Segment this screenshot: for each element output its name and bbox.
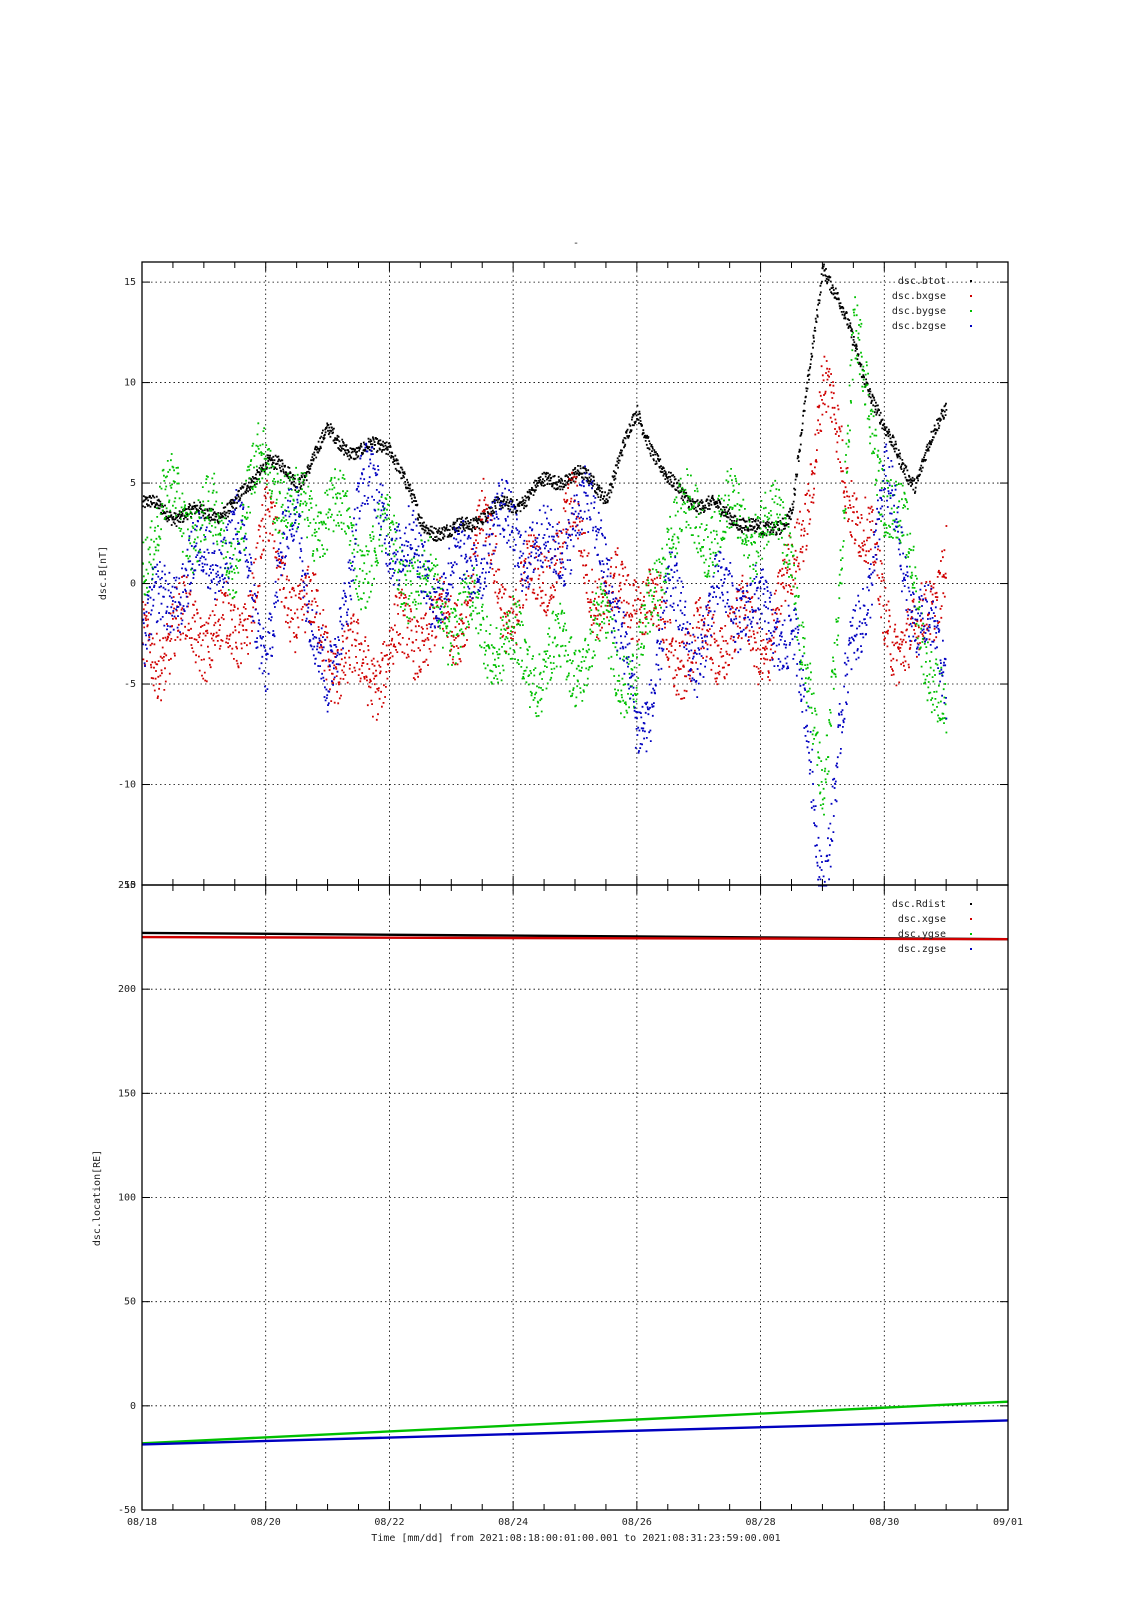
y-tick-label: -50 bbox=[118, 1505, 136, 1516]
legend-label: dsc.bygse bbox=[892, 306, 946, 317]
location-panel: 250 200 150 100 50 0 -50 08/18 08/20 08/22 08/24 0… bbox=[92, 876, 1023, 1544]
legend-marker bbox=[970, 918, 972, 920]
magnetic-field-data bbox=[141, 263, 948, 887]
y-tick-label: 10 bbox=[124, 378, 136, 389]
legend-label: dsc.ygse bbox=[898, 929, 946, 940]
series-points bbox=[141, 263, 948, 542]
series-dsc.zgse bbox=[141, 1419, 1009, 1446]
y-tick-label: 250 bbox=[118, 880, 136, 891]
legend-marker bbox=[970, 325, 972, 327]
series-points bbox=[141, 442, 948, 887]
y-tick-label: 15 bbox=[124, 277, 136, 288]
legend-marker bbox=[970, 903, 972, 905]
legend-label: dsc.bzgse bbox=[892, 321, 946, 332]
magnetic-field-frame bbox=[141, 261, 1009, 886]
chart-title: - bbox=[573, 238, 579, 249]
legend-label: dsc.zgse bbox=[898, 944, 946, 955]
x-tick-label: 08/28 bbox=[746, 1517, 776, 1528]
y-tick-label: 100 bbox=[118, 1193, 136, 1204]
x-tick-label: 08/30 bbox=[869, 1517, 899, 1528]
series-dsc.xgse bbox=[141, 935, 1009, 941]
y-tick-label: -10 bbox=[118, 780, 136, 791]
x-tick-label: 08/22 bbox=[374, 1517, 404, 1528]
x-tick-label: 08/20 bbox=[251, 1517, 281, 1528]
location-ylabel: dsc.location[RE] bbox=[92, 1150, 103, 1246]
legend-marker bbox=[970, 310, 972, 312]
series-dsc.ygse bbox=[141, 1400, 1009, 1445]
y-tick-label: 0 bbox=[130, 1401, 136, 1412]
x-tick-label: 08/18 bbox=[127, 1517, 157, 1528]
legend-marker bbox=[970, 295, 972, 297]
series-dsc.bygse bbox=[141, 296, 948, 816]
y-tick-label: 50 bbox=[124, 1297, 136, 1308]
x-tick-label: 09/01 bbox=[993, 1517, 1023, 1528]
magnetic-field-panel: 15 10 5 0 -5 -10 -15 dsc.B[nT] dsc.btot dsc.bxg… bbox=[98, 261, 1009, 891]
y-tick-label: 0 bbox=[130, 579, 136, 590]
x-tick-label: 08/26 bbox=[622, 1517, 652, 1528]
magnetic-field-ylabel: dsc.B[nT] bbox=[98, 546, 109, 600]
y-tick-label: 5 bbox=[130, 478, 136, 489]
y-tick-label: 200 bbox=[118, 984, 136, 995]
legend-label: dsc.xgse bbox=[898, 914, 946, 925]
y-tick-label: -5 bbox=[124, 679, 136, 690]
location-legend: dsc.Rdist dsc.xgse dsc.ygse dsc.zgse bbox=[892, 899, 972, 955]
magnetic-field-legend: dsc.btot dsc.bxgse dsc.bygse dsc.bzgse bbox=[892, 276, 972, 332]
legend-marker bbox=[970, 933, 972, 935]
location-data bbox=[141, 931, 1009, 1446]
legend-label: dsc.btot bbox=[898, 276, 946, 287]
x-tick-label: 08/24 bbox=[498, 1517, 528, 1528]
legend-marker bbox=[970, 948, 972, 950]
y-tick-label: -15 bbox=[118, 880, 136, 891]
time-axis-label: Time [mm/dd] from 2021:08:18:00:01:00.00… bbox=[371, 1533, 780, 1544]
legend-label: dsc.Rdist bbox=[892, 899, 946, 910]
legend-marker bbox=[970, 280, 972, 282]
legend-label: dsc.bxgse bbox=[892, 291, 946, 302]
series-dsc.btot bbox=[141, 263, 948, 542]
series-dsc.bzgse bbox=[141, 442, 948, 887]
y-tick-label: 150 bbox=[118, 1088, 136, 1099]
series-points bbox=[141, 296, 948, 816]
